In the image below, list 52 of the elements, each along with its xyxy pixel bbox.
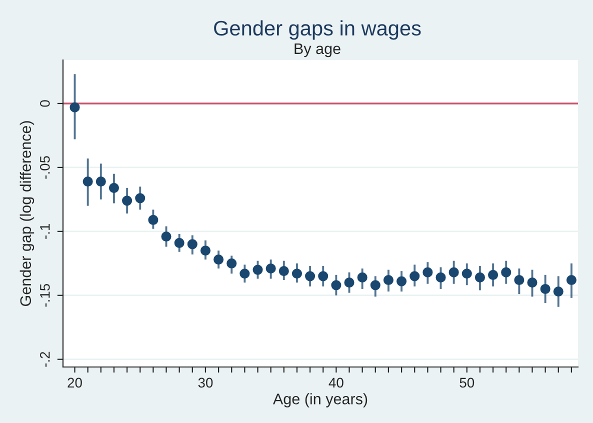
point (488, 270, 498, 280)
x-tick-label: 30 (198, 378, 213, 388)
point (174, 238, 184, 248)
point (383, 274, 394, 286)
point (436, 272, 446, 282)
point (148, 214, 158, 225)
point (501, 267, 512, 278)
point (566, 274, 576, 286)
point (292, 268, 302, 279)
y-tick-label: -.05 (40, 156, 50, 179)
point (357, 272, 368, 282)
point (540, 284, 550, 294)
point (122, 196, 132, 206)
point (187, 239, 198, 250)
point (135, 193, 146, 204)
y-axis-title: Gender gap (log difference) (20, 121, 34, 306)
point (370, 280, 380, 290)
y-tick-label: 0 (40, 100, 50, 107)
point (344, 278, 354, 288)
point (305, 271, 316, 282)
point (82, 176, 93, 187)
point (553, 286, 564, 297)
point (514, 274, 524, 286)
point (108, 182, 120, 193)
point (318, 271, 328, 282)
chart-title: Gender gaps in wages (214, 20, 421, 40)
point (462, 268, 472, 279)
point (200, 246, 211, 256)
x-tick-label: 50 (460, 378, 474, 388)
chart-subtitle: By age (294, 43, 340, 58)
point (214, 254, 224, 265)
point (527, 278, 538, 288)
point (96, 176, 106, 187)
point (266, 263, 276, 274)
point (226, 258, 237, 268)
point (161, 231, 172, 242)
point (410, 271, 420, 282)
point (70, 102, 80, 112)
point (331, 280, 342, 290)
point (448, 267, 459, 278)
x-tick-label: 40 (328, 378, 344, 388)
y-tick-label: -.1 (40, 224, 50, 239)
point (422, 267, 433, 278)
x-axis-title: Age (in years) (272, 393, 368, 408)
point (278, 266, 289, 276)
x-tick-label: 20 (68, 378, 82, 388)
y-tick-label: -.2 (40, 352, 50, 367)
point (252, 264, 263, 275)
point (396, 276, 407, 286)
point (240, 268, 250, 279)
y-tick-label: -.15 (40, 284, 50, 307)
point (474, 272, 485, 282)
